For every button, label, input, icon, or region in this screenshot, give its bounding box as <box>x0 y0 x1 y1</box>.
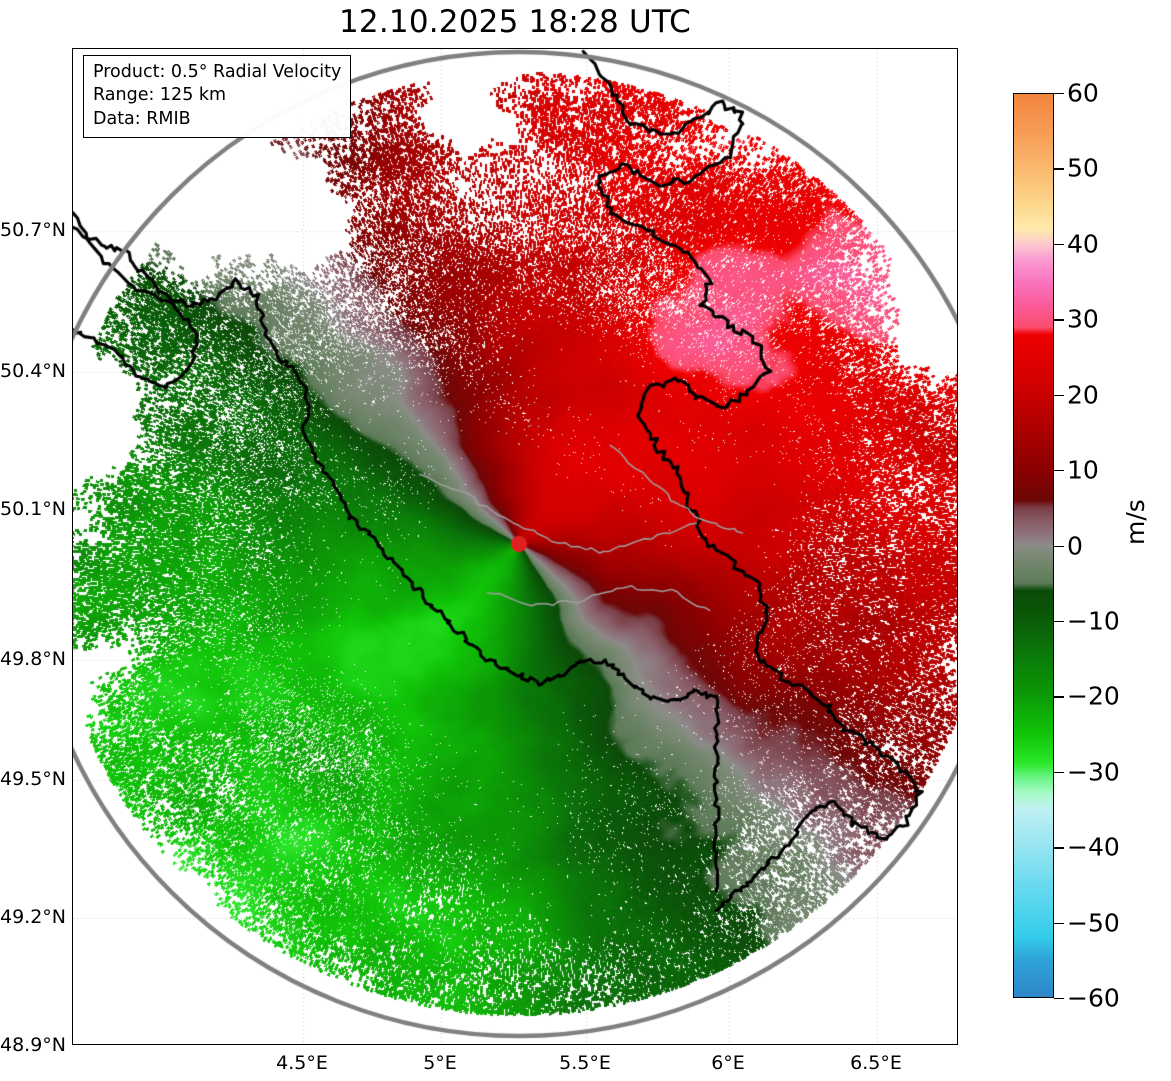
radar-velocity-field <box>73 49 957 1044</box>
colorbar-tick <box>1054 771 1064 774</box>
colorbar-tick-label: 50 <box>1067 153 1099 183</box>
colorbar-tick <box>1054 168 1064 170</box>
lon-tick-label: 6°E <box>711 1052 745 1074</box>
lon-tick-label: 5.5°E <box>559 1052 611 1074</box>
colorbar-tick <box>1054 394 1064 397</box>
colorbar-tick <box>1054 696 1064 698</box>
colorbar-tick <box>1054 319 1064 321</box>
page-title: 12.10.2025 18:28 UTC <box>339 4 691 40</box>
colorbar-tick-label: 20 <box>1067 380 1099 410</box>
colorbar-tick <box>1054 922 1064 924</box>
colorbar-tick-label: 60 <box>1067 78 1099 108</box>
colorbar-tick <box>1054 998 1064 1000</box>
colorbar-tick <box>1054 847 1064 849</box>
colorbar-gradient <box>1014 94 1053 997</box>
colorbar-tick <box>1054 470 1064 472</box>
info-range-line: Range: 125 km <box>93 85 227 106</box>
colorbar-tick-label: −20 <box>1067 681 1120 711</box>
product-info-box: Product: 0.5° Radial Velocity Range: 125… <box>83 55 352 138</box>
colorbar-tick-label: 0 <box>1067 531 1083 560</box>
lat-tick-label: 50.4°N <box>0 360 67 382</box>
colorbar-tick-label: 40 <box>1067 229 1099 259</box>
colorbar-unit-label: m/s <box>1121 499 1150 545</box>
colorbar-tick <box>1054 620 1064 623</box>
lat-tick-label: 50.1°N <box>0 498 67 520</box>
radar-plot-area[interactable] <box>72 48 958 1045</box>
colorbar-tick <box>1054 545 1064 547</box>
velocity-colorbar[interactable] <box>1013 93 1054 998</box>
colorbar-tick-label: −50 <box>1067 908 1120 938</box>
lon-tick-label: 5°E <box>423 1052 457 1074</box>
colorbar-tick <box>1054 243 1064 246</box>
lat-tick-label: 49.5°N <box>0 768 67 790</box>
colorbar-tick <box>1054 93 1064 95</box>
lat-tick-label: 49.8°N <box>0 648 67 670</box>
colorbar-tick-label: −40 <box>1067 832 1120 862</box>
colorbar-tick-label: −30 <box>1067 757 1120 787</box>
colorbar-tick-label: −60 <box>1067 983 1120 1013</box>
lon-tick-label: 4.5°E <box>276 1052 328 1074</box>
lat-tick-label: 49.2°N <box>0 906 67 928</box>
info-data-line: Data: RMIB <box>93 108 191 129</box>
colorbar-tick-label: 30 <box>1067 304 1099 334</box>
lat-tick-label: 50.7°N <box>0 219 67 241</box>
colorbar-tick-label: 10 <box>1067 455 1099 485</box>
colorbar-tick-label: −10 <box>1067 606 1120 636</box>
lat-tick-label: 48.9°N <box>0 1034 67 1056</box>
info-product-line: Product: 0.5° Radial Velocity <box>93 62 342 82</box>
lon-tick-label: 6.5°E <box>850 1052 902 1074</box>
